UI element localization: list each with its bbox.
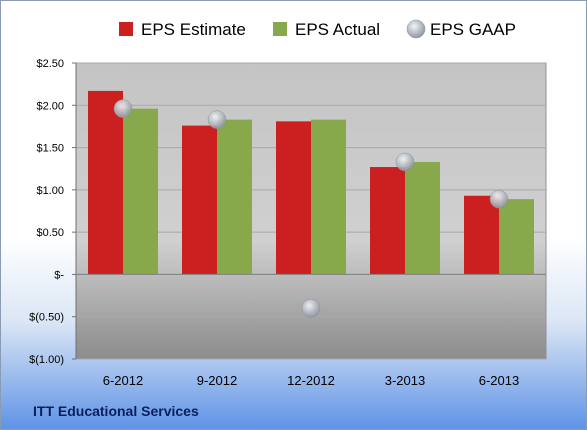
- eps-actual-bar: [123, 108, 158, 275]
- x-category-label: 12-2012: [287, 373, 335, 388]
- x-category-label: 6-2012: [103, 373, 143, 388]
- eps-estimate-bar: [276, 121, 311, 275]
- bars: [88, 90, 534, 275]
- eps-actual-bar: [405, 161, 440, 275]
- y-tick-label: $1.00: [36, 185, 64, 197]
- company-name: ITT Educational Services: [33, 403, 199, 419]
- y-tick-label: $2.00: [36, 100, 64, 112]
- y-tick-label: $(1.00): [29, 354, 64, 366]
- eps-estimate-legend-label: EPS Estimate: [141, 20, 246, 39]
- y-tick-label: $2.50: [36, 58, 64, 70]
- x-category-label: 3-2013: [385, 373, 425, 388]
- eps-actual-bar: [499, 199, 534, 275]
- eps-gaap-marker: [395, 152, 415, 172]
- legend: EPS Estimate EPS Actual EPS GAAP: [119, 19, 516, 39]
- eps-gaap-legend-label: EPS GAAP: [430, 20, 516, 39]
- eps-estimate-bar: [182, 125, 217, 275]
- eps-gaap-marker: [301, 299, 321, 318]
- x-axis: 6-2012 9-2012 12-2012 3-2013 6-2013: [76, 273, 546, 388]
- eps-estimate-legend-swatch: [119, 22, 133, 36]
- gaap-markers: [113, 99, 509, 318]
- y-tick-label: $0.50: [36, 227, 64, 239]
- y-axis: $2.50 $2.00 $1.50 $1.00 $0.50 $- $(0.50) $(1.00…: [29, 58, 77, 366]
- x-category-label: 9-2012: [197, 373, 237, 388]
- eps-actual-legend-label: EPS Actual: [295, 20, 380, 39]
- y-tick-label: $1.50: [36, 143, 64, 155]
- eps-gaap-marker: [207, 110, 227, 129]
- eps-gaap-marker: [489, 189, 509, 209]
- y-tick-label: $-: [54, 269, 64, 281]
- x-category-label: 6-2013: [479, 373, 519, 388]
- eps-estimate-bar: [88, 90, 123, 275]
- eps-estimate-bar: [370, 167, 405, 275]
- eps-actual-bar: [217, 119, 252, 275]
- eps-gaap-legend-swatch: [406, 19, 426, 39]
- eps-gaap-marker: [113, 99, 133, 118]
- eps-actual-legend-swatch: [273, 22, 287, 36]
- eps-actual-bar: [311, 119, 346, 275]
- eps-estimate-bar: [464, 195, 499, 275]
- y-tick-label: $(0.50): [29, 312, 64, 324]
